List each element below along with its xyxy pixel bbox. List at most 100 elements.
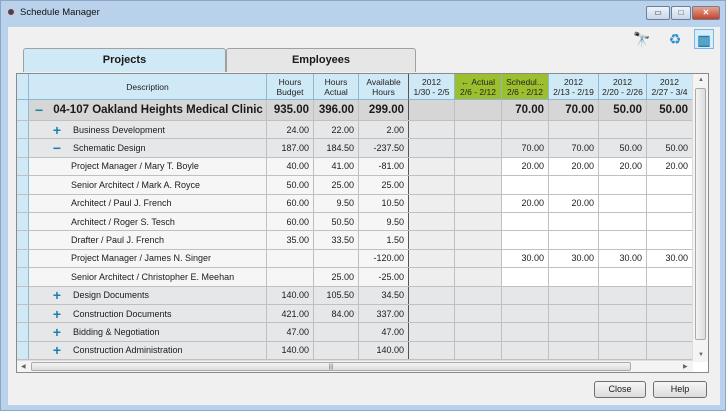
horizontal-scrollbar[interactable]: ◀ ||| ▶	[17, 360, 693, 372]
week-hours-cell[interactable]	[455, 121, 502, 139]
refresh-document-icon[interactable]: ♻	[668, 31, 682, 47]
week-hours-cell[interactable]	[455, 304, 502, 323]
week-hours-cell[interactable]: 30.00	[502, 249, 549, 268]
week-hours-cell[interactable]	[647, 212, 693, 231]
week-hours-cell[interactable]	[455, 139, 502, 157]
week-hours-cell[interactable]	[647, 231, 693, 249]
week-hours-cell[interactable]	[599, 286, 647, 304]
week-hours-cell[interactable]	[409, 249, 455, 268]
week-hours-cell[interactable]	[599, 341, 647, 360]
column-header-week[interactable]: ← Actual 2/6 - 2/12	[455, 74, 502, 100]
week-hours-cell[interactable]	[409, 194, 455, 212]
row-header[interactable]	[17, 194, 29, 212]
week-hours-cell[interactable]: 70.00	[502, 139, 549, 157]
week-hours-cell[interactable]: 20.00	[599, 157, 647, 176]
week-hours-cell[interactable]	[409, 304, 455, 323]
row-header[interactable]	[17, 231, 29, 249]
horizontal-scroll-thumb[interactable]: |||	[31, 362, 631, 371]
week-hours-cell[interactable]	[455, 176, 502, 194]
week-hours-cell[interactable]	[455, 249, 502, 268]
week-hours-cell[interactable]: 50.00	[599, 139, 647, 157]
week-hours-cell[interactable]	[455, 286, 502, 304]
week-hours-cell[interactable]: 20.00	[502, 157, 549, 176]
collapse-icon[interactable]: −	[52, 140, 62, 157]
week-hours-cell[interactable]	[502, 231, 549, 249]
tab-employees[interactable]: Employees	[226, 48, 416, 72]
table-row[interactable]: −04-107 Oakland Heights Medical Clinic👤9…	[17, 100, 693, 121]
week-hours-cell[interactable]: 20.00	[647, 157, 693, 176]
table-row[interactable]: Drafter / Paul J. French 35.00 33.50 1.50	[17, 231, 693, 250]
week-hours-cell[interactable]	[502, 121, 549, 139]
week-hours-cell[interactable]	[409, 323, 455, 341]
week-hours-cell[interactable]	[549, 212, 599, 231]
week-hours-cell[interactable]	[409, 157, 455, 176]
week-hours-cell[interactable]	[647, 268, 693, 286]
week-hours-cell[interactable]	[647, 121, 693, 139]
person-icon[interactable]: 👤	[266, 105, 267, 116]
table-row[interactable]: + Construction Administration 140.00 140.00	[17, 341, 693, 361]
week-hours-cell[interactable]	[409, 286, 455, 304]
week-hours-cell[interactable]	[599, 212, 647, 231]
expand-icon[interactable]: +	[52, 342, 62, 359]
week-hours-cell[interactable]: 30.00	[599, 249, 647, 268]
close-button[interactable]: Close	[594, 381, 646, 398]
table-row[interactable]: Architect / Paul J. French 60.00 9.50 10.50…	[17, 194, 693, 213]
table-row[interactable]: − Schematic Design 187.00 184.50 -237.50 70.0…	[17, 139, 693, 158]
week-hours-cell[interactable]: 50.00	[647, 100, 693, 120]
table-row[interactable]: Project Manager / Mary T. Boyle 40.00 41.0…	[17, 157, 693, 177]
week-hours-cell[interactable]	[409, 341, 455, 360]
week-hours-cell[interactable]	[647, 194, 693, 212]
maximize-button[interactable]: □	[671, 6, 691, 20]
vertical-scroll-thumb[interactable]	[695, 88, 706, 340]
week-hours-cell[interactable]	[409, 268, 455, 286]
row-header[interactable]	[17, 304, 29, 323]
row-header[interactable]	[17, 121, 29, 139]
column-header-week[interactable]: Schedul... 2/6 - 2/12	[502, 74, 549, 100]
row-header[interactable]	[17, 341, 29, 360]
week-hours-cell[interactable]: 20.00	[549, 194, 599, 212]
minimize-button[interactable]: ▭	[646, 6, 670, 20]
week-hours-cell[interactable]	[502, 212, 549, 231]
week-hours-cell[interactable]	[599, 176, 647, 194]
row-header[interactable]	[17, 268, 29, 286]
week-hours-cell[interactable]	[502, 341, 549, 360]
week-hours-cell[interactable]	[599, 194, 647, 212]
week-hours-cell[interactable]	[647, 176, 693, 194]
close-window-button[interactable]: ✕	[692, 6, 720, 20]
week-hours-cell[interactable]	[455, 157, 502, 176]
row-header[interactable]	[17, 176, 29, 194]
week-hours-cell[interactable]	[549, 121, 599, 139]
week-hours-cell[interactable]	[647, 323, 693, 341]
column-header-available[interactable]: Available Hours	[359, 74, 409, 100]
row-header[interactable]	[17, 100, 29, 120]
expand-icon[interactable]: +	[52, 121, 62, 138]
row-header[interactable]	[17, 212, 29, 231]
week-hours-cell[interactable]	[599, 231, 647, 249]
week-hours-cell[interactable]: 20.00	[549, 157, 599, 176]
week-hours-cell[interactable]	[455, 268, 502, 286]
table-row[interactable]: + Design Documents 140.00 105.50 34.50	[17, 286, 693, 305]
week-hours-cell[interactable]: 50.00	[647, 139, 693, 157]
week-hours-cell[interactable]	[549, 268, 599, 286]
vertical-scrollbar[interactable]: ▲ ▼	[692, 74, 708, 362]
week-hours-cell[interactable]	[549, 304, 599, 323]
week-hours-cell[interactable]	[455, 341, 502, 360]
week-hours-cell[interactable]	[599, 323, 647, 341]
week-hours-cell[interactable]: 70.00	[549, 100, 599, 120]
column-header-budget[interactable]: Hours Budget	[267, 74, 314, 100]
tab-projects[interactable]: Projects	[23, 48, 226, 72]
scroll-right-icon[interactable]: ▶	[683, 364, 688, 370]
row-header[interactable]	[17, 249, 29, 268]
week-hours-cell[interactable]	[647, 341, 693, 360]
binoculars-icon[interactable]: 🔭	[633, 31, 651, 47]
table-row[interactable]: Architect / Roger S. Tesch 60.00 50.50 9.50	[17, 212, 693, 232]
week-hours-cell[interactable]	[409, 139, 455, 157]
week-hours-cell[interactable]	[502, 323, 549, 341]
week-hours-cell[interactable]	[549, 176, 599, 194]
week-hours-cell[interactable]	[409, 212, 455, 231]
table-row[interactable]: + Construction Documents 421.00 84.00 337.00	[17, 304, 693, 324]
scroll-down-icon[interactable]: ▼	[698, 352, 704, 358]
table-row[interactable]: + Bidding & Negotiation 47.00 47.00	[17, 323, 693, 342]
table-row[interactable]: Senior Architect / Mark A. Royce 50.00 25.…	[17, 176, 693, 195]
column-header-week[interactable]: 2012 1/30 - 2/5	[409, 74, 455, 100]
